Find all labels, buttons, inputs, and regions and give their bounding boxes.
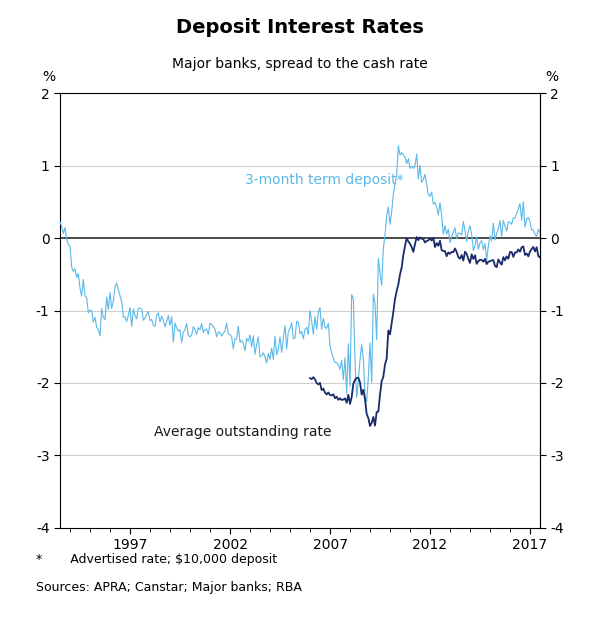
Text: %: %: [42, 70, 55, 84]
Text: Major banks, spread to the cash rate: Major banks, spread to the cash rate: [172, 57, 428, 71]
Text: Deposit Interest Rates: Deposit Interest Rates: [176, 17, 424, 37]
Text: *       Advertised rate; $10,000 deposit: * Advertised rate; $10,000 deposit: [36, 553, 277, 566]
Text: Average outstanding rate: Average outstanding rate: [154, 425, 331, 439]
Text: %: %: [545, 70, 558, 84]
Text: Sources: APRA; Canstar; Major banks; RBA: Sources: APRA; Canstar; Major banks; RBA: [36, 581, 302, 594]
Text: 3-month term deposit*: 3-month term deposit*: [245, 173, 403, 187]
